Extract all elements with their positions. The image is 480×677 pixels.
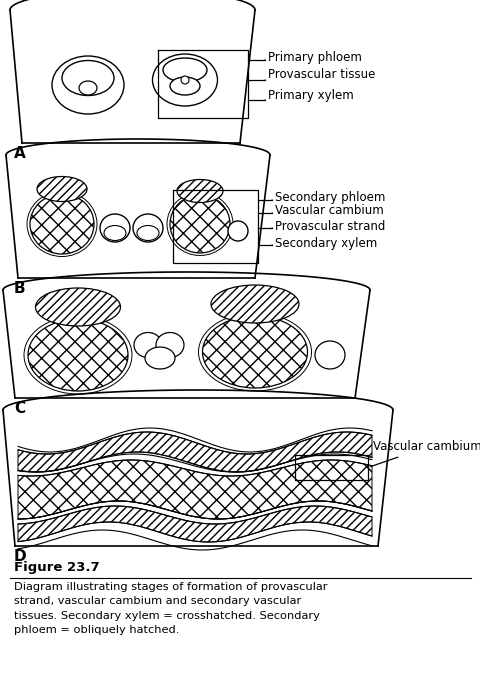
- Text: C: C: [14, 401, 25, 416]
- Ellipse shape: [314, 341, 344, 369]
- Text: Vascular cambium: Vascular cambium: [271, 204, 383, 217]
- Ellipse shape: [62, 60, 114, 95]
- Ellipse shape: [169, 77, 200, 95]
- Ellipse shape: [104, 225, 126, 240]
- Ellipse shape: [144, 347, 175, 369]
- Text: Figure 23.7: Figure 23.7: [14, 561, 99, 574]
- Text: Diagram illustrating stages of formation of provascular
strand, vascular cambium: Diagram illustrating stages of formation…: [14, 582, 327, 635]
- Ellipse shape: [52, 56, 124, 114]
- Ellipse shape: [177, 179, 223, 202]
- Ellipse shape: [169, 195, 229, 253]
- Text: Primary xylem: Primary xylem: [264, 89, 353, 102]
- Polygon shape: [18, 460, 371, 519]
- Text: Secondary xylem: Secondary xylem: [271, 236, 376, 250]
- Ellipse shape: [152, 54, 217, 106]
- Ellipse shape: [228, 221, 248, 241]
- Text: Provascular tissue: Provascular tissue: [264, 68, 374, 81]
- Polygon shape: [18, 432, 371, 472]
- Ellipse shape: [100, 214, 130, 242]
- Ellipse shape: [134, 332, 162, 357]
- Ellipse shape: [180, 76, 189, 84]
- Ellipse shape: [36, 288, 120, 326]
- Text: Vascular cambium: Vascular cambium: [370, 441, 480, 466]
- Ellipse shape: [28, 319, 128, 391]
- Text: Secondary phloem: Secondary phloem: [271, 192, 384, 204]
- Polygon shape: [18, 506, 371, 542]
- Text: Primary phloem: Primary phloem: [264, 51, 361, 64]
- Ellipse shape: [156, 332, 184, 357]
- Ellipse shape: [137, 225, 159, 240]
- Ellipse shape: [79, 81, 97, 95]
- Ellipse shape: [30, 194, 94, 254]
- Ellipse shape: [211, 285, 299, 323]
- Text: Provascular strand: Provascular strand: [271, 219, 384, 232]
- Text: B: B: [14, 281, 25, 296]
- Ellipse shape: [202, 316, 307, 388]
- Text: A: A: [14, 146, 26, 161]
- Ellipse shape: [163, 58, 206, 82]
- Ellipse shape: [37, 177, 87, 202]
- Text: D: D: [14, 549, 26, 564]
- Ellipse shape: [133, 214, 163, 242]
